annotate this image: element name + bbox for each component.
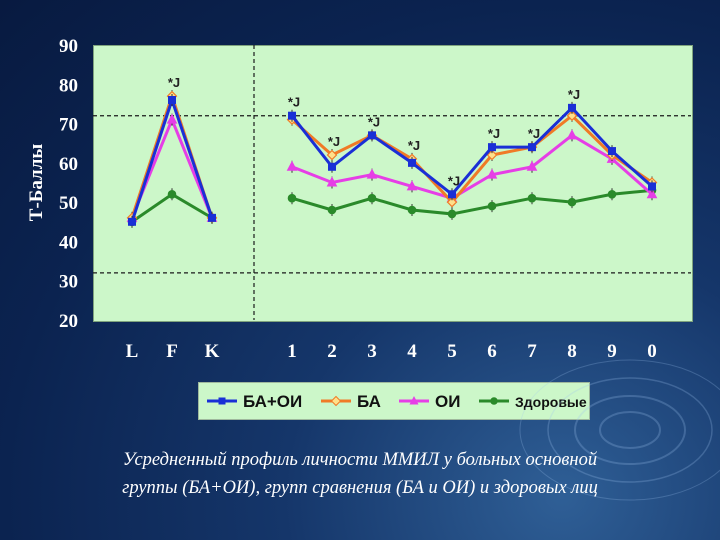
x-tick-label: 5 bbox=[447, 341, 457, 362]
y-tick-label: 60 bbox=[59, 154, 78, 175]
plot-area bbox=[93, 45, 693, 322]
y-tick-label: 80 bbox=[59, 75, 78, 96]
data-point bbox=[527, 193, 537, 203]
data-point bbox=[406, 180, 418, 191]
legend-label: Здоровые bbox=[515, 394, 587, 410]
series-line bbox=[290, 105, 653, 197]
caption: Усредненный профиль личности ММИЛ у боль… bbox=[40, 446, 680, 502]
data-point bbox=[168, 96, 176, 104]
x-tick-label: K bbox=[205, 341, 220, 362]
data-point bbox=[366, 168, 378, 179]
significance-annotation: *J bbox=[568, 87, 580, 102]
x-tick-label: 2 bbox=[327, 341, 337, 362]
data-point bbox=[326, 149, 338, 161]
data-point bbox=[328, 162, 336, 171]
data-point bbox=[567, 197, 577, 207]
legend-marker bbox=[218, 397, 226, 405]
series-line bbox=[130, 115, 214, 219]
y-tick-label: 40 bbox=[59, 232, 78, 253]
series-line bbox=[291, 113, 653, 205]
x-tick-label: 0 bbox=[647, 341, 657, 362]
data-point bbox=[327, 205, 337, 215]
data-point bbox=[528, 143, 536, 152]
y-tick-label: 70 bbox=[59, 115, 78, 136]
data-point bbox=[646, 188, 658, 199]
data-point bbox=[288, 111, 296, 120]
data-point bbox=[607, 189, 617, 199]
data-point bbox=[608, 147, 616, 156]
series-line bbox=[291, 133, 653, 200]
data-point bbox=[566, 110, 578, 122]
data-point bbox=[287, 193, 297, 203]
data-point bbox=[368, 131, 376, 140]
x-tick-label: 9 bbox=[607, 341, 617, 362]
x-tick-label: 8 bbox=[567, 341, 577, 362]
x-tick-label: L bbox=[126, 341, 139, 362]
data-point bbox=[286, 160, 298, 171]
legend-label: БА bbox=[357, 392, 381, 411]
data-point bbox=[568, 103, 576, 112]
significance-annotation: *J bbox=[368, 114, 380, 129]
y-tick-label: 90 bbox=[59, 36, 78, 57]
y-tick-label: 50 bbox=[59, 193, 78, 214]
data-point bbox=[526, 160, 538, 171]
legend-marker bbox=[409, 396, 419, 405]
data-point bbox=[446, 196, 458, 208]
x-tick-label: 1 bbox=[287, 341, 297, 362]
x-tick-label: 7 bbox=[527, 341, 537, 362]
data-point bbox=[648, 182, 656, 191]
data-point bbox=[167, 189, 177, 199]
series-line bbox=[291, 188, 653, 216]
significance-annotation: *J bbox=[408, 138, 420, 153]
data-point bbox=[486, 168, 498, 179]
data-point bbox=[208, 213, 216, 222]
legend-marker bbox=[330, 395, 342, 407]
legend: БА+ОИ БА ОИ Здоровые bbox=[198, 382, 590, 420]
significance-annotation: *J bbox=[288, 95, 300, 110]
data-point bbox=[487, 201, 497, 211]
legend-svg: БА+ОИ БА ОИ Здоровые bbox=[207, 392, 587, 411]
data-point bbox=[128, 217, 136, 226]
significance-annotation: *J bbox=[488, 126, 500, 141]
x-tick-label: 4 bbox=[407, 341, 417, 362]
data-point bbox=[488, 143, 496, 152]
data-point bbox=[486, 149, 498, 161]
legend-label: БА+ОИ bbox=[243, 392, 302, 411]
significance-annotation: *J bbox=[328, 134, 340, 149]
x-tick-label: 6 bbox=[487, 341, 497, 362]
x-tick-label: F bbox=[166, 341, 178, 362]
caption-line-1: Усредненный профиль личности ММИЛ у боль… bbox=[122, 450, 598, 470]
data-point bbox=[166, 113, 178, 124]
y-axis-label: Т-Баллы bbox=[26, 144, 47, 222]
legend-label: ОИ bbox=[435, 392, 460, 411]
caption-line-2: группы (БА+ОИ), групп сравнения (БА и ОИ… bbox=[122, 478, 598, 498]
data-point bbox=[367, 193, 377, 203]
significance-annotation: *J bbox=[448, 173, 460, 188]
data-point bbox=[408, 158, 416, 167]
x-tick-label: 3 bbox=[367, 341, 377, 362]
significance-annotation: *J bbox=[528, 126, 540, 141]
y-tick-label: 30 bbox=[59, 272, 78, 293]
data-point bbox=[407, 205, 417, 215]
data-point bbox=[326, 176, 338, 187]
legend-marker bbox=[490, 397, 498, 405]
data-point bbox=[447, 209, 457, 219]
significance-annotation: *J bbox=[168, 75, 180, 90]
data-point bbox=[448, 190, 456, 199]
y-tick-label: 20 bbox=[59, 311, 78, 332]
data-point bbox=[566, 129, 578, 140]
